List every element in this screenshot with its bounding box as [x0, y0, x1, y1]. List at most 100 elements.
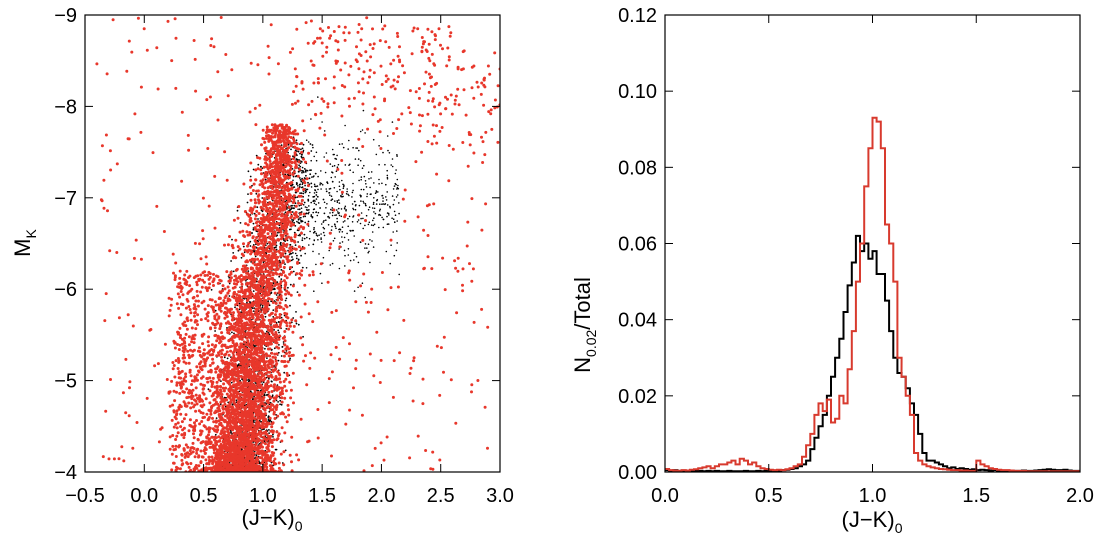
scatter-point: [302, 195, 304, 198]
scatter-point: [347, 217, 349, 220]
scatter-point: [199, 449, 203, 453]
scatter-point: [277, 466, 281, 470]
scatter-point: [364, 224, 366, 227]
scatter-point: [338, 181, 341, 183]
scatter-point: [364, 296, 367, 299]
scatter-point: [287, 146, 291, 150]
scatter-point: [272, 316, 275, 318]
scatter-point: [280, 403, 283, 406]
scatter-point: [252, 370, 255, 374]
scatter-point: [389, 207, 392, 209]
scatter-point: [338, 248, 340, 250]
scatter-point: [337, 211, 339, 213]
scatter-point: [396, 194, 399, 196]
scatter-point: [283, 339, 287, 343]
scatter-point: [317, 175, 319, 178]
scatter-point: [373, 223, 376, 226]
scatter-point: [317, 96, 319, 98]
scatter-point: [361, 167, 364, 169]
scatter-point: [329, 212, 331, 214]
scatter-point: [310, 186, 313, 188]
scatter-point: [281, 346, 284, 348]
scatter-point: [319, 272, 322, 275]
scatter-point: [249, 390, 252, 393]
scatter-point: [249, 245, 252, 247]
scatter-point: [395, 249, 398, 252]
scatter-point: [315, 232, 318, 235]
scatter-point: [236, 245, 240, 249]
scatter-point: [276, 298, 280, 302]
scatter-point: [396, 154, 398, 156]
scatter-point: [263, 258, 267, 262]
scatter-point: [265, 465, 269, 469]
scatter-point: [353, 290, 356, 292]
scatter-point: [326, 203, 328, 205]
scatter-point: [332, 240, 335, 242]
scatter-point: [272, 150, 275, 154]
scatter-point: [273, 417, 277, 420]
scatter-point: [386, 215, 388, 218]
scatter-point: [292, 258, 294, 261]
scatter-point: [248, 379, 251, 381]
series-red-points: [95, 16, 500, 472]
scatter-point: [294, 244, 297, 247]
scatter-point: [308, 237, 311, 240]
scatter-point: [374, 192, 377, 194]
scatter-point: [271, 242, 275, 246]
scatter-point: [256, 189, 260, 193]
scatter-point: [264, 347, 266, 350]
scatter-point: [251, 184, 253, 187]
scatter-point: [291, 168, 294, 170]
scatter-point: [391, 121, 394, 123]
scatter-point: [275, 448, 278, 451]
scatter-point: [373, 197, 375, 199]
scatter-point: [300, 192, 303, 195]
scatter-point: [287, 408, 290, 412]
scatter-point: [293, 221, 296, 224]
scatter-point: [299, 225, 303, 229]
scatter-point: [268, 410, 271, 413]
scatter-point: [253, 389, 257, 393]
scatter-point: [290, 148, 292, 151]
scatter-point: [386, 178, 389, 180]
scatter-point: [381, 194, 384, 197]
scatter-point: [285, 352, 288, 355]
scatter-point: [382, 200, 384, 202]
scatter-point: [272, 282, 275, 285]
scatter-point: [304, 170, 307, 173]
scatter-point: [338, 199, 340, 201]
scatter-point: [330, 229, 333, 231]
scatter-point: [274, 193, 277, 197]
scatter-point: [367, 171, 370, 173]
scatter-point: [298, 177, 301, 179]
scatter-point: [248, 209, 252, 212]
scatter-point: [331, 225, 333, 228]
scatter-point: [374, 212, 377, 215]
scatter-point: [276, 234, 279, 237]
scatter-point: [377, 191, 379, 193]
scatter-point: [273, 135, 277, 139]
scatter-point: [284, 415, 288, 419]
scatter-point: [282, 450, 286, 454]
scatter-point: [391, 158, 394, 160]
scatter-point: [263, 192, 267, 196]
scatter-point: [326, 182, 329, 185]
scatter-point: [257, 212, 261, 215]
scatter-point: [307, 195, 310, 197]
scatter-point: [264, 315, 267, 318]
scatter-point: [278, 393, 282, 397]
scatter-point: [352, 189, 354, 192]
scatter-point: [275, 246, 277, 249]
scatter-point: [274, 226, 278, 230]
scatter-point: [272, 436, 274, 438]
scatter-point: [311, 176, 313, 178]
scatter-point: [212, 451, 216, 455]
scatter-point: [348, 215, 351, 218]
scatter-point: [389, 262, 392, 265]
scatter-point: [287, 327, 291, 331]
scatter-point: [267, 318, 271, 322]
scatter-point: [279, 399, 282, 402]
scatter-point: [247, 193, 249, 196]
scatter-point: [240, 256, 243, 259]
scatter-point: [313, 290, 315, 293]
